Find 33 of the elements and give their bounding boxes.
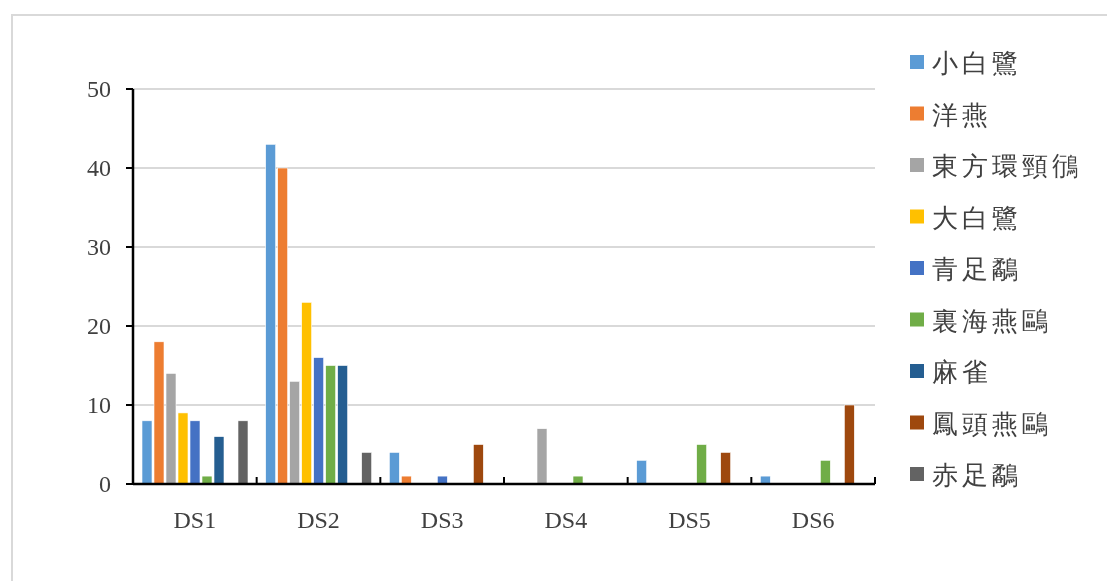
legend-label: 裏海燕鷗 <box>932 306 1052 336</box>
bar <box>760 475 771 485</box>
bar <box>844 404 855 485</box>
bar <box>572 475 584 485</box>
bar <box>820 460 831 485</box>
bar <box>720 452 731 485</box>
y-tick-label: 20 <box>87 313 111 339</box>
bar <box>473 444 484 485</box>
bar <box>437 475 448 485</box>
legend-label: 鳳頭燕鷗 <box>932 409 1052 439</box>
legend-label: 小白鷺 <box>932 49 1022 78</box>
y-tick-label: 30 <box>87 234 111 260</box>
y-tick-label: 50 <box>87 76 111 102</box>
bar <box>696 444 707 485</box>
y-tick-label: 10 <box>87 392 111 418</box>
bar <box>361 452 372 485</box>
legend-label: 麻雀 <box>932 358 992 387</box>
x-tick-label: DS1 <box>173 507 217 533</box>
x-tick-label: DS4 <box>544 507 588 533</box>
y-tick-label: 40 <box>87 155 111 181</box>
legend-label: 洋燕 <box>932 100 992 130</box>
y-tick-label: 0 <box>99 471 111 497</box>
x-tick-label: DS5 <box>668 507 711 533</box>
x-tick-label: DS6 <box>791 507 835 533</box>
legend-label: 赤足鷸 <box>932 461 1022 490</box>
bar <box>536 428 548 485</box>
legend-label: 東方環頸鴴 <box>932 152 1082 181</box>
x-tick-label: DS3 <box>420 507 464 533</box>
legend-label: 大白鷺 <box>932 203 1022 233</box>
bar <box>237 420 249 485</box>
x-tick-label: DS2 <box>297 507 340 533</box>
legend-label: 青足鷸 <box>932 255 1022 284</box>
bar <box>636 460 647 485</box>
